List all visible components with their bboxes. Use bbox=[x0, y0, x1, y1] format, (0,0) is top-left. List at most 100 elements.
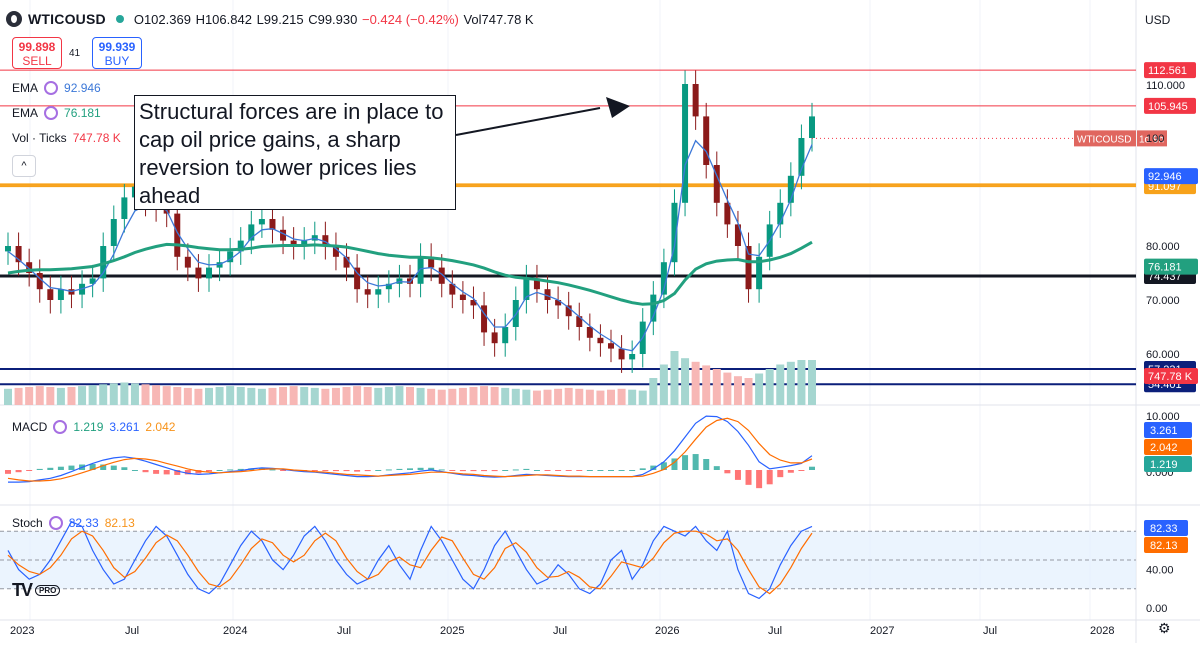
candle-body bbox=[576, 316, 583, 327]
time-tick-label: 2023 bbox=[10, 625, 34, 637]
level-price-label: 112.561 bbox=[1148, 65, 1187, 77]
candle-body bbox=[650, 294, 657, 322]
ema-slow-legend[interactable]: EMA 76.181 bbox=[12, 106, 101, 120]
candle-body bbox=[100, 246, 107, 279]
candle-body bbox=[682, 84, 689, 203]
macd-histogram-bar bbox=[428, 467, 435, 470]
annotation-callout[interactable]: Structural forces are in place to cap oi… bbox=[134, 95, 456, 210]
buy-button[interactable]: 99.939 BUY bbox=[92, 37, 142, 69]
macd-histogram-bar bbox=[724, 470, 731, 474]
macd-histogram-bar bbox=[671, 458, 678, 470]
macd-value-label: 1.219 bbox=[1150, 459, 1178, 471]
macd-histogram-bar bbox=[110, 465, 117, 470]
volume-bar bbox=[649, 378, 658, 405]
volume-bar bbox=[56, 387, 65, 405]
macd-histogram-bar bbox=[407, 468, 413, 470]
stoch-label: Stoch bbox=[12, 516, 43, 530]
candle-body bbox=[258, 219, 265, 225]
stoch-value-2: 82.13 bbox=[104, 516, 135, 530]
volume-bar bbox=[310, 387, 319, 405]
macd-histogram-bar bbox=[47, 467, 54, 470]
volume-bar bbox=[194, 388, 203, 405]
macd-histogram-bar bbox=[565, 470, 572, 471]
volume-legend[interactable]: Vol · Ticks 747.78 K bbox=[12, 131, 121, 145]
level-price-tag bbox=[1144, 97, 1196, 114]
candle-body bbox=[798, 138, 805, 176]
volume-bar bbox=[469, 387, 478, 405]
indicator-price-tag bbox=[1144, 368, 1198, 384]
tradingview-logo[interactable]: TV PRO bbox=[12, 580, 61, 601]
refresh-icon[interactable] bbox=[44, 81, 59, 95]
candle-body bbox=[110, 219, 117, 246]
stoch-value-label: 82.13 bbox=[1150, 540, 1178, 552]
volume-bar bbox=[458, 387, 467, 405]
refresh-icon[interactable] bbox=[53, 420, 68, 434]
refresh-icon[interactable] bbox=[48, 516, 63, 530]
volume-bar bbox=[279, 387, 288, 405]
volume-bar bbox=[67, 387, 76, 405]
indicator-price-label: 92.946 bbox=[1148, 171, 1182, 183]
candle-body bbox=[227, 251, 234, 263]
candle-body bbox=[629, 354, 636, 360]
countdown-label: 1d 9h bbox=[1139, 134, 1164, 145]
candle-body bbox=[57, 289, 64, 300]
macd-tick-label: 10.000 bbox=[1146, 411, 1180, 423]
sell-button[interactable]: 99.898 SELL bbox=[12, 37, 62, 69]
volume-bar bbox=[617, 388, 626, 405]
candle-body bbox=[713, 165, 720, 203]
ohlc-values: O102.369 H106.842 L99.215 C99.930 −0.424… bbox=[134, 12, 535, 27]
candle-body bbox=[385, 283, 392, 290]
macd-legend[interactable]: MACD 1.219 3.261 2.042 bbox=[12, 420, 175, 434]
volume-bar bbox=[532, 390, 541, 405]
time-tick-label: 2026 bbox=[655, 625, 679, 637]
volume-bar bbox=[363, 387, 372, 405]
ema-slow-line bbox=[7, 240, 813, 306]
macd-histogram-bar bbox=[15, 470, 22, 473]
symbol-name[interactable]: WTICOUSD bbox=[28, 11, 106, 27]
currency-selector[interactable]: USD bbox=[1145, 13, 1171, 27]
candle-body bbox=[586, 327, 593, 338]
volume-bar bbox=[765, 369, 774, 405]
macd-histogram-bar bbox=[576, 470, 583, 471]
macd-line bbox=[8, 415, 813, 483]
macd-histogram-bar bbox=[237, 468, 244, 470]
collapse-legend-button[interactable]: ^ bbox=[12, 155, 36, 177]
volume-bar bbox=[215, 387, 224, 405]
macd-histogram-bar bbox=[142, 470, 149, 473]
candle-body bbox=[787, 175, 794, 203]
time-tick-label: 2024 bbox=[223, 625, 247, 637]
macd-value-3: 2.042 bbox=[145, 420, 176, 434]
time-tick-label: Jul bbox=[983, 625, 997, 637]
price-tick-label: 110.000 bbox=[1146, 80, 1185, 92]
candle-body bbox=[343, 256, 350, 268]
candle-body bbox=[777, 202, 784, 225]
volume-value: Vol747.78 K bbox=[463, 11, 534, 27]
candle-body bbox=[555, 300, 562, 306]
candle-body bbox=[745, 246, 752, 290]
volume-bar bbox=[4, 388, 12, 405]
time-tick-label: Jul bbox=[768, 625, 782, 637]
candle-body bbox=[206, 267, 212, 279]
volume-bar bbox=[501, 387, 510, 405]
volume-bar bbox=[543, 389, 552, 405]
buy-price: 99.939 bbox=[98, 40, 136, 54]
close-value: C99.930 bbox=[308, 11, 358, 27]
macd-histogram-bar bbox=[121, 467, 128, 470]
macd-histogram-bar bbox=[449, 470, 456, 471]
macd-histogram-bar bbox=[216, 470, 223, 471]
volume-bar bbox=[437, 389, 446, 405]
candle-body bbox=[502, 327, 509, 344]
candle-body bbox=[608, 343, 614, 349]
stoch-legend[interactable]: Stoch 82.33 82.13 bbox=[12, 516, 135, 530]
macd-histogram-bar bbox=[618, 470, 625, 471]
macd-signal-line bbox=[7, 417, 813, 482]
macd-histogram-bar bbox=[745, 470, 752, 485]
gear-icon[interactable]: ⚙ bbox=[1158, 620, 1171, 636]
volume-bar bbox=[384, 387, 393, 405]
refresh-icon[interactable] bbox=[44, 106, 59, 120]
indicator-price-tag bbox=[1144, 258, 1198, 275]
candle-body bbox=[184, 256, 191, 268]
ema-fast-legend[interactable]: EMA 92.946 bbox=[12, 81, 101, 95]
